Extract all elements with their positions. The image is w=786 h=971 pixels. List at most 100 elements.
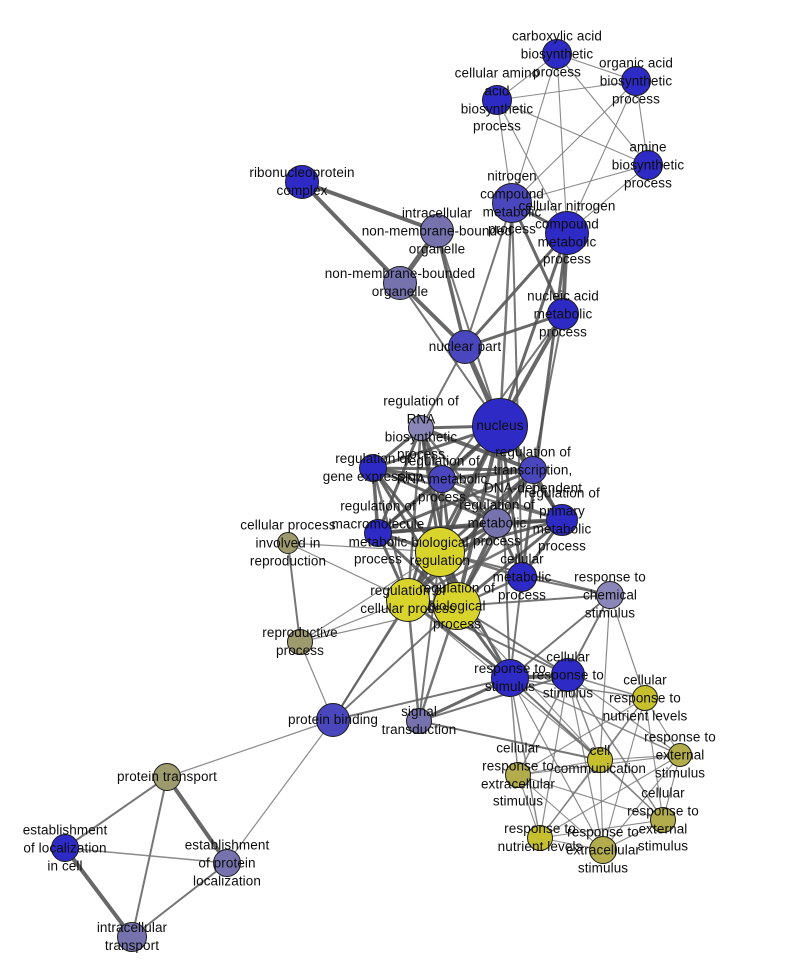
graph-node-reg_macro[interactable] (364, 519, 392, 547)
graph-edge-reg_rna_bio--reg_transcription (420, 426, 534, 472)
graph-edge-est_localization--intracellular_transport (63, 846, 134, 939)
graph-node-reg_cellular[interactable] (386, 578, 430, 622)
graph-node-protein_binding[interactable] (316, 703, 350, 737)
graph-node-carboxylic[interactable] (542, 39, 572, 69)
graph-node-cellular_met[interactable] (507, 562, 537, 592)
graph-edge-protein_transport--est_localization (64, 776, 168, 849)
graph-edge-cellular_resp_nutrient--cellular_resp_external (644, 697, 664, 821)
graph-edge-reg_primary--reg_cellular (407, 518, 563, 602)
graph-edge-resp_chemical--cell_comm (599, 594, 611, 761)
graph-node-cellular_resp_extracellular[interactable] (505, 762, 531, 788)
graph-edge-cell_comm--resp_external (599, 754, 681, 761)
graph-edge-resp_external--resp_extracellular (602, 754, 681, 851)
graph-edge-resp_stimulus--protein_binding (332, 677, 511, 721)
graph-edge-intracellular_nmbo--nuclear_part (435, 230, 467, 348)
graph-edge-cellular_resp_extracellular--cellular_resp_external (517, 774, 664, 821)
graph-node-resp_external[interactable] (668, 743, 692, 767)
graph-node-reproductive[interactable] (287, 629, 313, 655)
graph-edge-protein_transport--est_protein_loc (165, 775, 229, 865)
graph-node-reg_met[interactable] (482, 508, 512, 538)
graph-edge-ribonucleoprotein--nmbo (300, 180, 402, 285)
graph-node-cellular_resp_external[interactable] (650, 807, 676, 833)
graph-node-reg_rna_met[interactable] (428, 465, 456, 493)
graph-edge-amine--nitrogen_compound (511, 164, 649, 204)
graph-edge-reg_biological--protein_binding (332, 605, 458, 721)
graph-edge-signal_transduction--cell_comm (418, 720, 601, 761)
graph-edge-resp_chemical--resp_stimulus (509, 594, 611, 679)
graph-edge-protein_transport--intracellular_transport (131, 776, 168, 938)
graph-edge-organic--nitrogen_compound (511, 80, 637, 204)
graph-edge-biological_reg--reproductive (299, 551, 441, 643)
graph-node-reg_transcription[interactable] (519, 456, 547, 484)
graph-node-cell_comm[interactable] (587, 747, 613, 773)
graph-edge-cellular_nitrogen--nucleus (498, 232, 569, 427)
graph-edge-ribonucleoprotein--intracellular_nmbo (301, 180, 438, 233)
graph-edge-cellular_resp_nutrient--resp_extracellular (602, 697, 646, 851)
graph-edge-reg_biological--resp_chemical (456, 594, 611, 607)
graph-node-organic[interactable] (621, 66, 651, 96)
graph-edge-amino--cellular_nitrogen (496, 99, 568, 234)
graph-edge-cell_comm--cellular_resp_extracellular (517, 759, 601, 776)
graph-node-nuclear_part[interactable] (448, 330, 482, 364)
graph-edge-biological_reg--cpir (287, 542, 441, 553)
graph-edge-cpir--reproductive (287, 542, 301, 643)
graph-edge-est_protein_loc--protein_binding (226, 719, 334, 864)
graph-node-cellular_resp_nutrient[interactable] (632, 685, 658, 711)
graph-edge-cellular_resp_external--resp_nutrient (539, 819, 664, 839)
graph-edge-biological_reg--signal_transduction (418, 551, 441, 722)
graph-node-nucleus[interactable] (472, 398, 528, 454)
graph-edge-resp_external--resp_nutrient (539, 754, 681, 839)
graph-edge-reg_biological--cell_comm (456, 605, 601, 761)
graph-edge-est_protein_loc--intracellular_transport (131, 862, 228, 938)
graph-edge-nuclear_part--cellular_nitrogen (463, 231, 569, 349)
graph-edge-reg_transcription--reg_macro (377, 468, 534, 535)
graph-node-est_protein_loc[interactable] (213, 849, 241, 877)
graph-edge-cellular_resp_stim--resp_nutrient (539, 674, 569, 839)
graph-edge-resp_chemical--cellular_resp_nutrient (609, 594, 646, 699)
graph-edge-intracellular_nmbo--nucleus (436, 230, 501, 427)
graph-edge-nitrogen_compound--cellular_met (511, 202, 523, 578)
graph-edge-cell_comm--resp_extracellular (599, 759, 604, 851)
graph-node-reg_primary[interactable] (546, 504, 578, 536)
graph-node-signal_transduction[interactable] (406, 708, 432, 734)
graph-node-protein_transport[interactable] (153, 763, 181, 791)
graph-edge-reg_gene_expr--reg_met (372, 466, 498, 525)
graph-edge-reg_biological--reproductive (299, 605, 458, 643)
graph-edge-carboxylic--cellular_nitrogen (556, 53, 568, 234)
graph-node-resp_stimulus[interactable] (491, 659, 529, 697)
graph-node-resp_chemical[interactable] (596, 581, 624, 609)
graph-edge-reg_transcription--reg_rna_met (441, 468, 534, 481)
graph-node-amino[interactable] (482, 85, 512, 115)
graph-edge-cellular_resp_extracellular--resp_extracellular (517, 774, 604, 851)
graph-node-biological_reg[interactable] (415, 527, 465, 577)
graph-edge-amino--amine (496, 99, 649, 166)
graph-node-amine[interactable] (633, 150, 663, 180)
graph-edge-reg_gene_expr--reg_primary (372, 467, 563, 521)
graph-edge-est_localization--est_protein_loc (64, 847, 228, 864)
graph-node-reg_gene_expr[interactable] (359, 454, 387, 482)
graph-node-nitrogen_compound[interactable] (492, 183, 532, 223)
graph-edge-cellular_resp_stim--resp_external (567, 674, 681, 756)
graph-node-ribonucleoprotein[interactable] (285, 165, 319, 199)
graph-node-intracellular_transport[interactable] (117, 922, 147, 952)
graph-node-cpir[interactable] (277, 532, 299, 554)
graph-node-cellular_resp_stim[interactable] (551, 658, 585, 692)
graph-node-intracellular_nmbo[interactable] (420, 214, 454, 248)
graph-node-resp_nutrient[interactable] (527, 825, 553, 851)
graph-node-reg_biological[interactable] (433, 582, 481, 630)
graph-edge-organic--cellular_nitrogen (566, 80, 637, 234)
graph-node-est_localization[interactable] (51, 834, 79, 862)
graph-edge-cellular_resp_nutrient--cellular_resp_extracellular (517, 697, 646, 776)
graph-edge-reg_rna_met--reg_primary (441, 477, 563, 522)
graph-node-nucleic_acid[interactable] (547, 298, 579, 330)
graph-node-reg_rna_bio[interactable] (408, 415, 434, 441)
graph-node-cellular_nitrogen[interactable] (545, 211, 589, 255)
graph-edge-resp_stimulus--resp_nutrient (509, 677, 541, 839)
graph-edge-cellular_resp_stim--signal_transduction (418, 674, 569, 722)
graph-node-resp_extracellular[interactable] (589, 836, 617, 864)
graph-edge-resp_stimulus--resp_extracellular (509, 677, 604, 851)
graph-edge-organic--amino (496, 80, 637, 101)
graph-edge-nucleus--resp_stimulus (499, 425, 511, 679)
graph-node-nmbo[interactable] (383, 266, 417, 300)
